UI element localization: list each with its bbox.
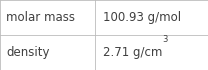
Text: 100.93 g/mol: 100.93 g/mol (103, 11, 181, 24)
Text: density: density (6, 46, 50, 59)
Text: 3: 3 (162, 35, 168, 44)
Text: molar mass: molar mass (6, 11, 75, 24)
Text: 2.71 g/cm: 2.71 g/cm (103, 46, 162, 59)
